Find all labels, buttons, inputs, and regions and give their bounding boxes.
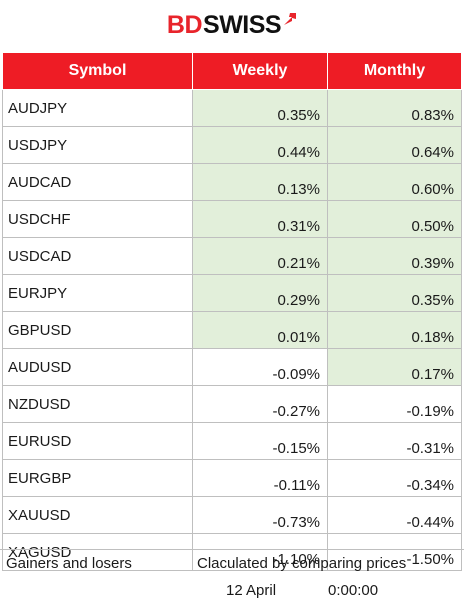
table-row: AUDJPY 0.35% 0.83% xyxy=(2,89,462,127)
symbol-cell: AUDCAD xyxy=(2,163,193,201)
logo-arrow-icon xyxy=(283,12,297,31)
monthly-cell: 0.17% xyxy=(327,348,462,386)
symbol-cell: AUDUSD xyxy=(2,348,193,386)
monthly-cell: 0.35% xyxy=(327,274,462,312)
symbol-cell: USDJPY xyxy=(2,126,193,164)
weekly-cell: 0.44% xyxy=(192,126,328,164)
logo-bd-text: BD xyxy=(166,10,203,39)
weekly-cell: 0.35% xyxy=(192,89,328,127)
weekly-cell: 0.29% xyxy=(192,274,328,312)
header-monthly: Monthly xyxy=(327,52,462,90)
calculation-note: Claculated by comparing prices xyxy=(197,555,407,572)
monthly-cell: 0.18% xyxy=(327,311,462,349)
weekly-cell: 0.13% xyxy=(192,163,328,201)
weekly-cell: -0.11% xyxy=(192,459,328,497)
table-row: USDCHF 0.31% 0.50% xyxy=(2,200,462,238)
table-row: USDJPY 0.44% 0.64% xyxy=(2,126,462,164)
table-row: EURJPY 0.29% 0.35% xyxy=(2,274,462,312)
symbol-cell: USDCHF xyxy=(2,200,193,238)
brand-logo: BD SWISS xyxy=(0,0,464,50)
table-row: NZDUSD -0.27% -0.19% xyxy=(2,385,462,423)
table-row: USDCAD 0.21% 0.39% xyxy=(2,237,462,275)
weekly-cell: 0.31% xyxy=(192,200,328,238)
weekly-cell: -0.15% xyxy=(192,422,328,460)
performance-table: Symbol Weekly Monthly AUDJPY 0.35% 0.83% US… xyxy=(2,52,462,571)
table-row: EURGBP -0.11% -0.34% xyxy=(2,459,462,497)
table-row: AUDCAD 0.13% 0.60% xyxy=(2,163,462,201)
header-weekly: Weekly xyxy=(192,52,328,90)
weekly-cell: -0.09% xyxy=(192,348,328,386)
monthly-cell: 0.64% xyxy=(327,126,462,164)
symbol-cell: XAGUSD xyxy=(2,533,193,571)
header-symbol: Symbol xyxy=(2,52,193,90)
time-value: 0:00:00 xyxy=(328,582,379,599)
table-row: XAUUSD -0.73% -0.44% xyxy=(2,496,462,534)
footer-divider xyxy=(0,549,464,550)
weekly-cell: -0.73% xyxy=(192,496,328,534)
gainers-losers-label: Gainers and losers xyxy=(6,555,132,572)
symbol-cell: EURUSD xyxy=(2,422,193,460)
logo-wordmark: BD SWISS xyxy=(167,11,297,40)
symbol-cell: NZDUSD xyxy=(2,385,193,423)
monthly-cell: 0.50% xyxy=(327,200,462,238)
symbol-cell: AUDJPY xyxy=(2,89,193,127)
logo-swiss-text: SWISS xyxy=(203,10,282,39)
monthly-cell: -0.19% xyxy=(327,385,462,423)
symbol-cell: GBPUSD xyxy=(2,311,193,349)
weekly-cell: -0.27% xyxy=(192,385,328,423)
weekly-cell: -1.10% xyxy=(192,533,328,571)
table-row: XAGUSD -1.10% -1.50% xyxy=(2,533,462,571)
weekly-cell: 0.01% xyxy=(192,311,328,349)
monthly-cell: -0.44% xyxy=(327,496,462,534)
monthly-cell: -0.34% xyxy=(327,459,462,497)
monthly-cell: 0.39% xyxy=(327,237,462,275)
symbol-cell: XAUUSD xyxy=(2,496,193,534)
table-row: AUDUSD -0.09% 0.17% xyxy=(2,348,462,386)
monthly-cell: 0.60% xyxy=(327,163,462,201)
weekly-cell: 0.21% xyxy=(192,237,328,275)
table-row: GBPUSD 0.01% 0.18% xyxy=(2,311,462,349)
monthly-cell: -1.50% xyxy=(327,533,462,571)
table-row: EURUSD -0.15% -0.31% xyxy=(2,422,462,460)
symbol-cell: EURGBP xyxy=(2,459,193,497)
table-header-row: Symbol Weekly Monthly xyxy=(2,52,462,90)
symbol-cell: EURJPY xyxy=(2,274,193,312)
date-value: 12 April xyxy=(226,582,277,599)
monthly-cell: -0.31% xyxy=(327,422,462,460)
monthly-cell: 0.83% xyxy=(327,89,462,127)
symbol-cell: USDCAD xyxy=(2,237,193,275)
